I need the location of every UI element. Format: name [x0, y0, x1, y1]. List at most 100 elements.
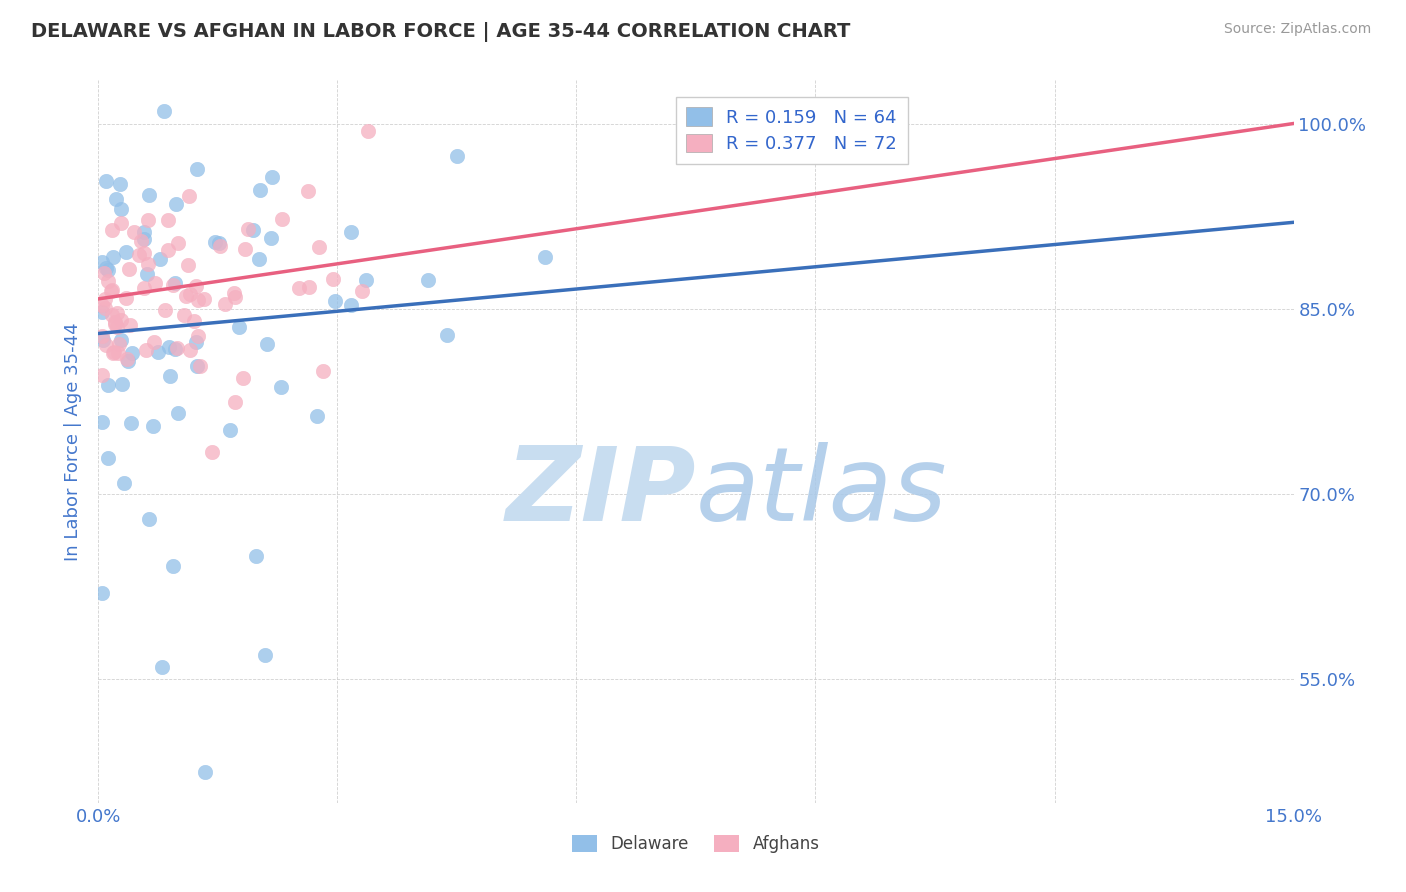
Legend: R = 0.159   N = 64, R = 0.377   N = 72: R = 0.159 N = 64, R = 0.377 N = 72	[675, 96, 908, 164]
Point	[350, 284, 373, 298]
Point	[177, 189, 200, 203]
Point	[115, 351, 138, 366]
Point	[534, 250, 557, 264]
Point	[117, 353, 139, 368]
Point	[193, 292, 215, 306]
Point	[446, 149, 468, 163]
Point	[222, 285, 245, 300]
Point	[298, 280, 321, 294]
Point	[322, 271, 344, 285]
Point	[224, 290, 246, 304]
Point	[91, 298, 114, 312]
Point	[233, 242, 256, 256]
Point	[184, 335, 207, 350]
Point	[120, 318, 142, 332]
Point	[101, 283, 124, 297]
Point	[232, 371, 254, 385]
Y-axis label: In Labor Force | Age 35-44: In Labor Force | Age 35-44	[65, 322, 83, 561]
Point	[187, 293, 209, 307]
Point	[91, 333, 114, 347]
Point	[105, 319, 128, 334]
Point	[152, 660, 174, 674]
Point	[270, 380, 292, 394]
Point	[138, 512, 160, 526]
Point	[143, 276, 166, 290]
Point	[165, 197, 187, 211]
Point	[297, 185, 319, 199]
Point	[247, 252, 270, 266]
Text: DELAWARE VS AFGHAN IN LABOR FORCE | AGE 35-44 CORRELATION CHART: DELAWARE VS AFGHAN IN LABOR FORCE | AGE …	[31, 22, 851, 42]
Point	[97, 450, 120, 465]
Point	[91, 329, 114, 343]
Point	[354, 272, 377, 286]
Point	[110, 334, 132, 348]
Point	[138, 188, 160, 202]
Point	[100, 308, 122, 322]
Point	[136, 212, 159, 227]
Point	[152, 104, 174, 119]
Point	[262, 170, 284, 185]
Point	[177, 258, 200, 272]
Point	[149, 252, 172, 267]
Point	[271, 211, 294, 226]
Point	[194, 764, 217, 779]
Point	[340, 225, 363, 239]
Point	[112, 476, 135, 491]
Point	[100, 223, 122, 237]
Point	[91, 305, 114, 319]
Point	[166, 341, 188, 355]
Point	[323, 293, 346, 308]
Text: atlas: atlas	[696, 442, 948, 542]
Point	[108, 177, 131, 191]
Point	[97, 274, 120, 288]
Point	[91, 254, 114, 268]
Point	[111, 377, 134, 392]
Point	[418, 273, 440, 287]
Point	[186, 359, 208, 373]
Point	[110, 216, 132, 230]
Point	[107, 346, 129, 360]
Point	[91, 368, 114, 382]
Point	[162, 278, 184, 293]
Point	[93, 266, 115, 280]
Point	[96, 174, 118, 188]
Point	[242, 223, 264, 237]
Point	[159, 369, 181, 384]
Point	[135, 343, 157, 358]
Point	[167, 406, 190, 420]
Point	[132, 232, 155, 246]
Point	[103, 344, 125, 359]
Point	[128, 248, 150, 262]
Point	[173, 308, 195, 322]
Point	[254, 648, 277, 662]
Point	[186, 279, 208, 293]
Point	[121, 346, 143, 360]
Point	[91, 415, 114, 429]
Point	[204, 235, 226, 249]
Point	[436, 327, 458, 342]
Point	[179, 287, 201, 301]
Point	[357, 124, 380, 138]
Point	[245, 549, 267, 563]
Point	[94, 292, 117, 306]
Point	[162, 558, 184, 573]
Point	[259, 230, 281, 244]
Point	[110, 313, 132, 327]
Point	[236, 222, 259, 236]
Point	[208, 236, 231, 251]
Point	[97, 378, 120, 392]
Point	[103, 250, 125, 264]
Point	[183, 313, 205, 327]
Point	[218, 423, 240, 437]
Point	[91, 586, 114, 600]
Point	[134, 281, 156, 295]
Point	[148, 345, 170, 359]
Point	[104, 317, 127, 331]
Point	[190, 359, 212, 373]
Point	[157, 243, 180, 257]
Point	[163, 277, 186, 291]
Text: ZIP: ZIP	[505, 442, 696, 542]
Point	[121, 416, 143, 430]
Point	[97, 262, 120, 277]
Point	[157, 213, 180, 227]
